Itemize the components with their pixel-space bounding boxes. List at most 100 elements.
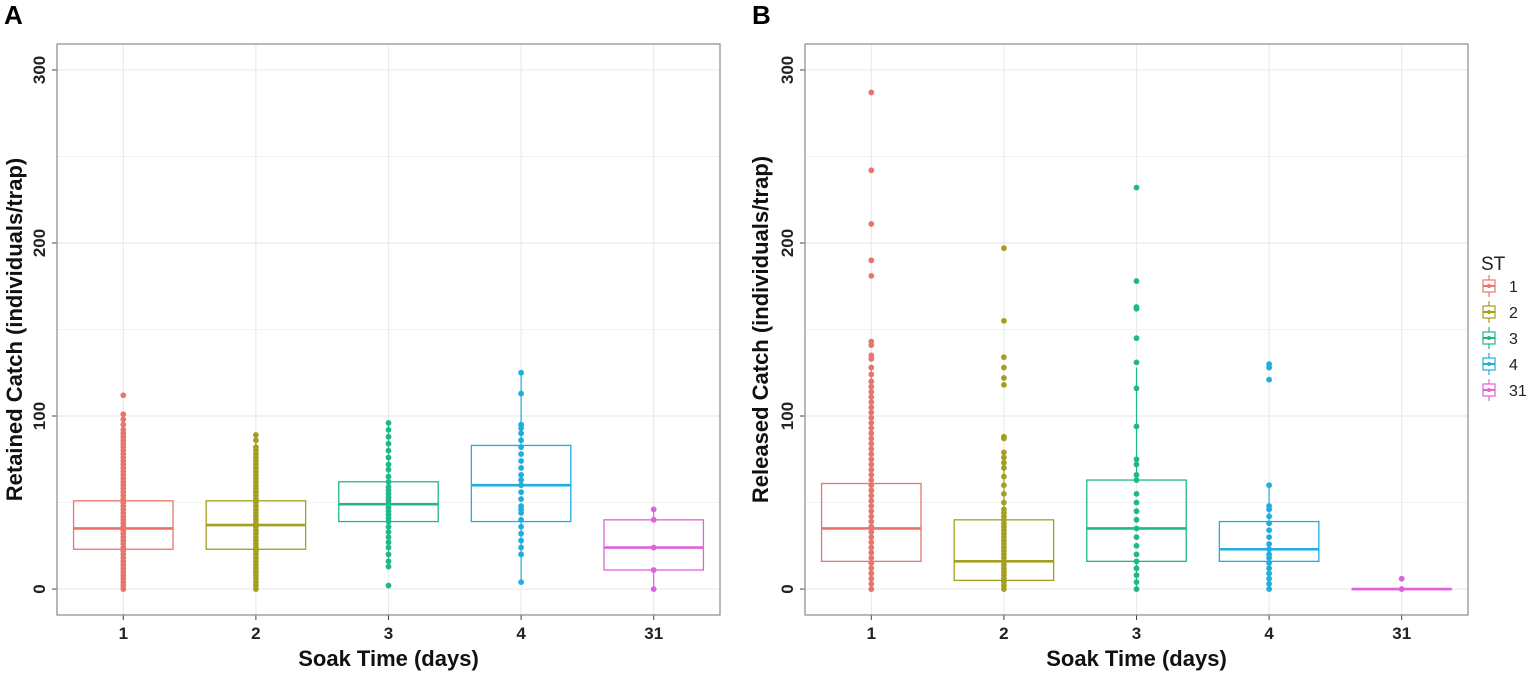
data-point bbox=[868, 430, 875, 437]
x-tick-label: 1 bbox=[867, 624, 876, 643]
data-point bbox=[518, 544, 524, 551]
data-point bbox=[868, 534, 875, 541]
data-point bbox=[650, 586, 657, 592]
x-axis-title: Soak Time (days) bbox=[298, 646, 479, 671]
data-point bbox=[868, 565, 875, 572]
data-point bbox=[385, 454, 392, 461]
data-point bbox=[385, 582, 392, 589]
data-point bbox=[1133, 499, 1140, 506]
box-1 bbox=[72, 392, 174, 592]
data-point bbox=[385, 466, 392, 473]
data-point bbox=[1001, 499, 1007, 506]
data-point bbox=[385, 426, 392, 433]
data-point bbox=[1001, 459, 1007, 466]
box-4 bbox=[1218, 361, 1320, 592]
x-axis-title: Soak Time (days) bbox=[1046, 646, 1227, 671]
data-point bbox=[385, 473, 392, 480]
data-point bbox=[1001, 449, 1007, 456]
data-point bbox=[868, 420, 875, 426]
data-point bbox=[385, 563, 392, 570]
data-point bbox=[1266, 586, 1272, 592]
y-tick-label: 0 bbox=[30, 584, 49, 593]
data-point bbox=[868, 492, 875, 499]
data-point bbox=[518, 451, 524, 457]
data-point bbox=[1266, 570, 1272, 577]
panel-letter: A bbox=[4, 0, 23, 30]
data-point bbox=[868, 388, 875, 395]
legend-key-point bbox=[1487, 388, 1491, 392]
data-point bbox=[385, 461, 392, 468]
data-point bbox=[120, 411, 127, 418]
data-point bbox=[868, 482, 875, 489]
data-point bbox=[1133, 579, 1140, 586]
legend-label: 1 bbox=[1509, 279, 1518, 296]
data-point bbox=[1133, 542, 1140, 549]
data-point bbox=[1001, 433, 1007, 440]
data-point bbox=[868, 451, 875, 457]
data-point bbox=[385, 523, 392, 530]
data-point bbox=[1133, 572, 1140, 579]
x-tick-label: 31 bbox=[644, 624, 663, 643]
data-point bbox=[1001, 354, 1007, 361]
data-point bbox=[385, 529, 392, 535]
legend: ST1 2 3 4 31 bbox=[1481, 254, 1527, 401]
data-point bbox=[253, 437, 259, 444]
data-point bbox=[1133, 423, 1140, 430]
data-point bbox=[518, 369, 524, 376]
legend-label: 3 bbox=[1509, 331, 1518, 348]
data-point bbox=[868, 89, 875, 96]
data-point bbox=[518, 579, 524, 586]
data-point bbox=[518, 444, 524, 451]
data-point bbox=[1001, 506, 1007, 513]
data-point bbox=[385, 551, 392, 558]
data-point bbox=[1001, 317, 1007, 324]
data-point bbox=[1266, 551, 1272, 558]
data-point bbox=[868, 338, 875, 345]
data-point bbox=[868, 575, 875, 582]
data-point bbox=[518, 489, 524, 496]
data-point bbox=[868, 487, 875, 494]
legend-key-31 bbox=[1482, 379, 1496, 401]
y-tick-label: 200 bbox=[778, 229, 797, 257]
data-point bbox=[518, 430, 524, 437]
data-point bbox=[1133, 385, 1140, 392]
box-2 bbox=[953, 245, 1055, 592]
y-tick-label: 100 bbox=[778, 402, 797, 430]
data-point bbox=[1001, 375, 1007, 381]
data-point bbox=[1266, 580, 1272, 587]
x-tick-label: 31 bbox=[1392, 624, 1411, 643]
y-tick-label: 100 bbox=[30, 402, 49, 430]
data-point bbox=[1133, 304, 1140, 310]
data-point bbox=[385, 433, 392, 440]
data-point bbox=[868, 580, 875, 587]
data-point bbox=[650, 506, 657, 513]
data-point bbox=[650, 567, 657, 573]
data-point bbox=[868, 272, 875, 279]
data-point bbox=[1266, 376, 1272, 383]
box-2 bbox=[205, 432, 307, 592]
data-point bbox=[868, 570, 875, 577]
data-point bbox=[868, 529, 875, 535]
data-point bbox=[518, 471, 524, 478]
data-point bbox=[868, 560, 875, 566]
data-point bbox=[868, 167, 875, 174]
data-point bbox=[868, 539, 875, 546]
data-point bbox=[868, 371, 875, 378]
data-point bbox=[1133, 534, 1140, 541]
data-point bbox=[1133, 508, 1140, 515]
data-point bbox=[1133, 456, 1140, 463]
data-point bbox=[868, 477, 875, 483]
data-point bbox=[385, 447, 392, 454]
legend-label: 31 bbox=[1509, 383, 1527, 400]
data-point bbox=[868, 508, 875, 515]
x-tick-label: 3 bbox=[384, 624, 393, 643]
data-point bbox=[868, 364, 875, 371]
data-point bbox=[1001, 454, 1007, 461]
data-point bbox=[1133, 359, 1140, 366]
y-axis-title: Retained Catch (individuals/trap) bbox=[2, 158, 27, 502]
data-point bbox=[1133, 278, 1140, 284]
data-point bbox=[868, 257, 875, 264]
data-point bbox=[1133, 558, 1140, 565]
box-1 bbox=[820, 89, 922, 592]
data-point bbox=[868, 445, 875, 452]
